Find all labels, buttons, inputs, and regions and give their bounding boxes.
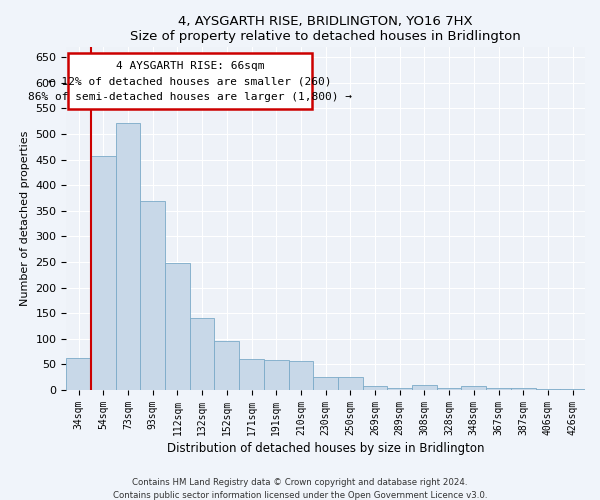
Bar — [165, 263, 190, 390]
Bar — [140, 200, 165, 390]
Bar — [536, 388, 560, 390]
Text: ← 12% of detached houses are smaller (260): ← 12% of detached houses are smaller (26… — [48, 76, 332, 86]
Bar — [560, 388, 585, 390]
Bar — [388, 388, 412, 390]
Text: 4 AYSGARTH RISE: 66sqm: 4 AYSGARTH RISE: 66sqm — [116, 61, 264, 71]
X-axis label: Distribution of detached houses by size in Bridlington: Distribution of detached houses by size … — [167, 442, 484, 455]
Text: Contains HM Land Registry data © Crown copyright and database right 2024.
Contai: Contains HM Land Registry data © Crown c… — [113, 478, 487, 500]
Bar — [214, 342, 239, 390]
Bar — [264, 360, 289, 390]
Bar — [486, 388, 511, 390]
Bar — [338, 378, 362, 390]
Bar — [289, 361, 313, 390]
Title: 4, AYSGARTH RISE, BRIDLINGTON, YO16 7HX
Size of property relative to detached ho: 4, AYSGARTH RISE, BRIDLINGTON, YO16 7HX … — [130, 15, 521, 43]
Bar — [437, 388, 461, 390]
Bar — [511, 388, 536, 390]
Bar — [190, 318, 214, 390]
Bar — [461, 386, 486, 390]
Bar — [91, 156, 116, 390]
Bar — [362, 386, 388, 390]
Text: 86% of semi-detached houses are larger (1,800) →: 86% of semi-detached houses are larger (… — [28, 92, 352, 102]
FancyBboxPatch shape — [68, 53, 312, 110]
Y-axis label: Number of detached properties: Number of detached properties — [20, 131, 30, 306]
Bar — [116, 124, 140, 390]
Bar — [239, 359, 264, 390]
Bar — [66, 358, 91, 390]
Bar — [412, 385, 437, 390]
Bar — [313, 378, 338, 390]
